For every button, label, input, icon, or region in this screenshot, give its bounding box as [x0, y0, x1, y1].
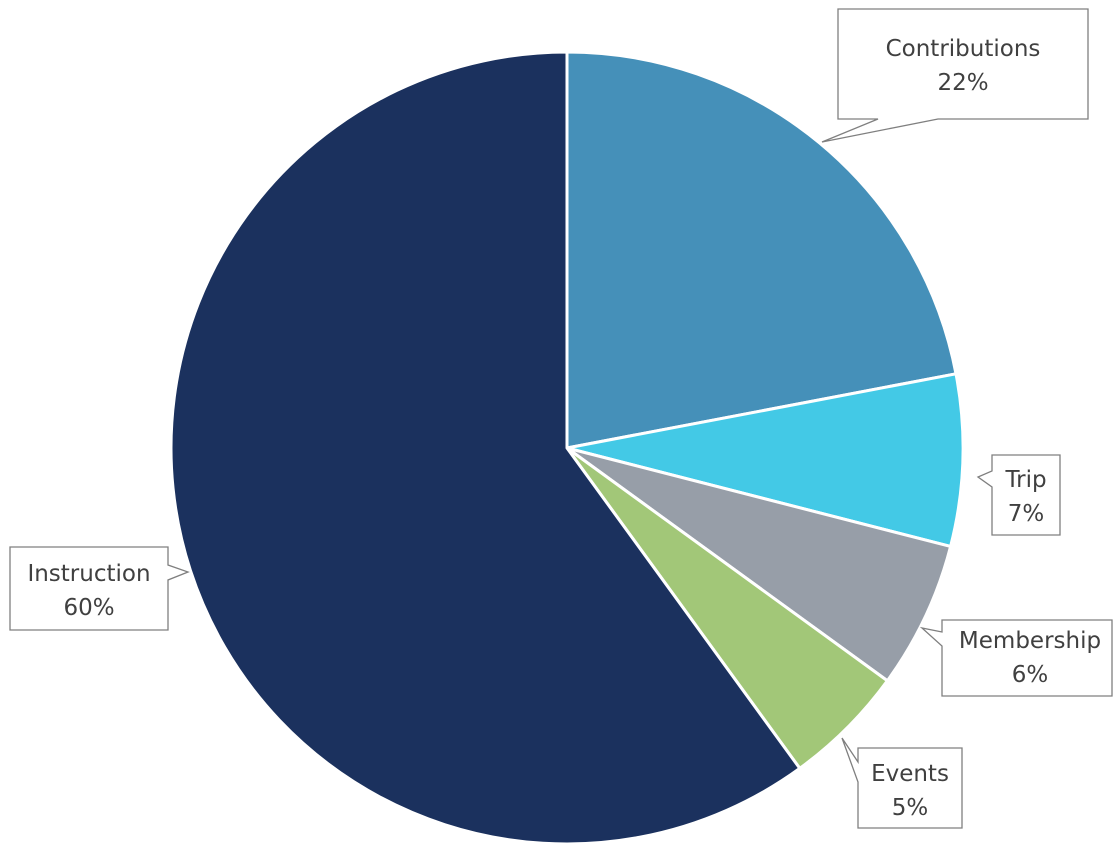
pie-slices: [169, 50, 965, 844]
callout-trip: Trip 7%: [976, 454, 1061, 536]
slice-value-events: 5%: [892, 795, 929, 821]
slice-value-membership: 6%: [1012, 662, 1049, 688]
slice-label-instruction: Instruction: [27, 561, 150, 587]
callout-instruction: Instruction 60%: [9, 546, 190, 631]
pie-slice-instruction: [169, 50, 802, 844]
slice-value-trip: 7%: [1008, 501, 1045, 527]
callout-events: Events 5%: [841, 737, 963, 829]
callout-contributions: Contributions 22%: [821, 8, 1089, 143]
slice-label-trip: Trip: [1004, 467, 1046, 493]
slice-label-events: Events: [871, 761, 949, 787]
slice-value-contributions: 22%: [937, 70, 988, 96]
pie-slice-trip: [565, 372, 965, 548]
callout-membership: Membership 6%: [919, 619, 1113, 697]
slice-value-instruction: 60%: [63, 595, 114, 621]
slice-label-contributions: Contributions: [886, 36, 1041, 62]
pie-slice-contributions: [565, 50, 958, 450]
slice-label-membership: Membership: [959, 628, 1101, 654]
pie-slice-membership: [565, 446, 953, 683]
